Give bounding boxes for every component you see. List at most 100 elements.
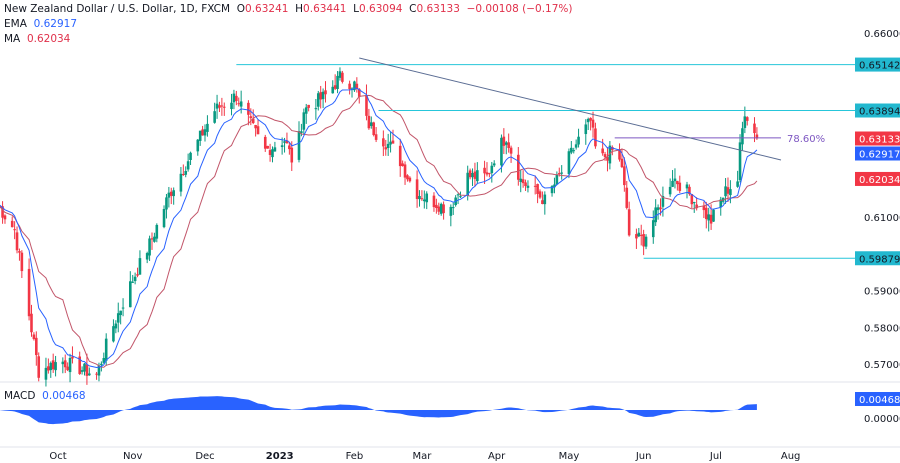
candle (355, 83, 359, 89)
candle (172, 190, 175, 197)
candle (155, 224, 159, 239)
candle (365, 95, 368, 116)
candle (651, 220, 655, 238)
fib-label: 78.60% (787, 134, 825, 145)
candle (635, 234, 638, 239)
candle (47, 366, 50, 371)
price-label: 0.63133 (859, 135, 900, 146)
candle (288, 145, 291, 150)
candle (745, 117, 749, 121)
low-value: 0.63094 (359, 3, 403, 15)
candle (406, 175, 409, 180)
candle (702, 205, 706, 211)
candle (466, 172, 469, 196)
candle (95, 373, 98, 375)
macd-legend[interactable]: MACD 0.00468 (4, 389, 86, 404)
macd-area (0, 396, 757, 425)
candle (150, 238, 154, 240)
candle (324, 90, 327, 95)
candle (198, 130, 202, 141)
level-price-box (855, 251, 900, 266)
candle (586, 118, 590, 123)
candle (336, 75, 339, 89)
price-box (855, 131, 900, 146)
candle (490, 165, 494, 174)
candle (35, 337, 38, 356)
candle (186, 161, 190, 170)
candle (54, 362, 57, 371)
candle (398, 145, 402, 167)
macd-value-label: 0.00468 (859, 395, 900, 406)
candle (290, 147, 294, 163)
candle (594, 128, 597, 147)
change-value: −0.00108 (−0.17%) (466, 3, 573, 15)
candle (213, 111, 216, 123)
candle (20, 252, 24, 272)
candle (403, 164, 407, 178)
x-tick-label: 2023 (266, 451, 294, 462)
ma-legend[interactable]: MA 0.62034 (4, 32, 572, 47)
candle (736, 181, 739, 187)
candle (112, 326, 115, 342)
candle (688, 186, 691, 195)
candle (215, 103, 219, 109)
close-value: 0.63133 (416, 3, 460, 15)
candle (116, 313, 120, 323)
candle (300, 131, 303, 133)
candle (100, 363, 103, 365)
candle (572, 150, 576, 152)
ma-line (0, 94, 758, 368)
candle (644, 236, 648, 247)
candle (145, 253, 149, 260)
candles (0, 67, 759, 387)
candle (49, 362, 53, 371)
candle (133, 276, 137, 282)
candle (348, 83, 351, 90)
candle (256, 126, 260, 135)
candle (71, 356, 74, 359)
level-price-label: 0.63894 (859, 107, 900, 118)
candle (671, 180, 674, 187)
candle (704, 207, 708, 220)
candle (476, 170, 479, 182)
ema-legend[interactable]: EMA 0.62917 (4, 17, 572, 32)
candle (654, 207, 657, 223)
level-price-box (855, 57, 900, 72)
x-tick-label: Jun (635, 451, 652, 462)
candle (729, 189, 732, 196)
candle (382, 138, 385, 147)
candle (338, 71, 342, 78)
candle (738, 142, 742, 181)
candle (543, 194, 547, 205)
ema-label: EMA (4, 18, 27, 30)
candle (418, 195, 421, 200)
candle (637, 232, 641, 237)
candle (206, 123, 209, 132)
x-tick-label: Apr (488, 451, 506, 462)
open-label: O (236, 3, 246, 15)
candle (222, 106, 226, 108)
candle (743, 116, 747, 128)
candle (271, 149, 274, 158)
candle (316, 93, 320, 107)
candle (167, 192, 171, 198)
candle (333, 85, 337, 89)
candle (449, 206, 453, 216)
candle (114, 323, 118, 329)
price-box (855, 171, 900, 186)
candle (589, 117, 592, 121)
candle (30, 313, 33, 333)
candle (567, 151, 571, 174)
candle (384, 147, 388, 150)
candle (148, 238, 151, 256)
candle (591, 119, 595, 128)
candle (555, 174, 559, 185)
macd-tick-label: 0.00000 (864, 414, 900, 425)
candle (307, 104, 310, 108)
candle (741, 128, 744, 145)
candle (27, 268, 31, 317)
candle (321, 91, 325, 100)
candle (709, 214, 713, 224)
candle (517, 154, 520, 180)
